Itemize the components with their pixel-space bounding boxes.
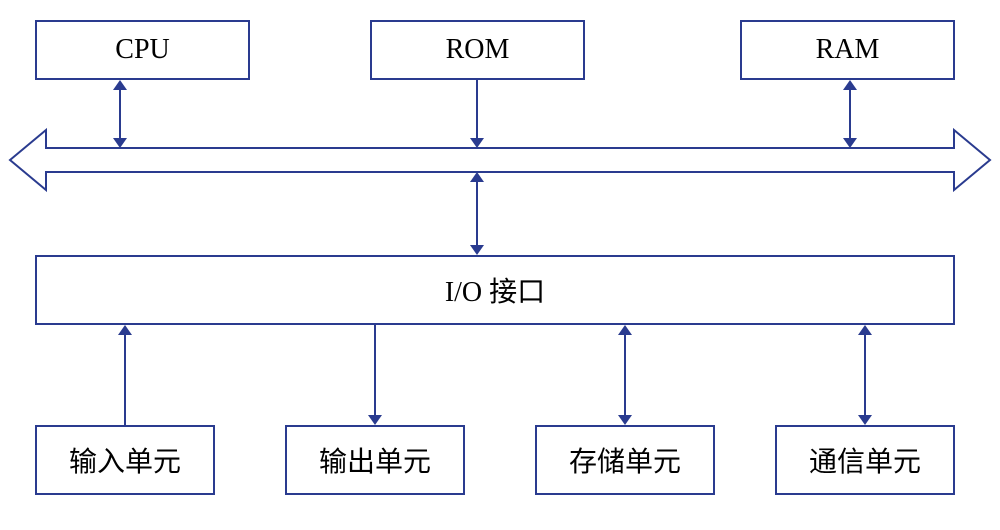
connector-arrows [113,80,872,425]
node-store-label: 存储单元 [569,440,681,480]
bus-arrow-icon [10,130,990,190]
node-rom-label: ROM [446,34,510,66]
node-ram: RAM [740,20,955,80]
diagram-canvas: CPU ROM RAM I/O 接口 输入单元 输出单元 存储单元 通信单元 [0,0,1000,530]
node-cpu-label: CPU [115,34,169,66]
node-output: 输出单元 [285,425,465,495]
node-input-label: 输入单元 [69,440,181,480]
node-output-label: 输出单元 [319,440,431,480]
node-store: 存储单元 [535,425,715,495]
node-rom: ROM [370,20,585,80]
node-ram-label: RAM [816,34,880,66]
node-cpu: CPU [35,20,250,80]
node-io: I/O 接口 [35,255,955,325]
node-io-label: I/O 接口 [445,270,545,310]
node-comm-label: 通信单元 [809,440,921,480]
node-input: 输入单元 [35,425,215,495]
node-comm: 通信单元 [775,425,955,495]
